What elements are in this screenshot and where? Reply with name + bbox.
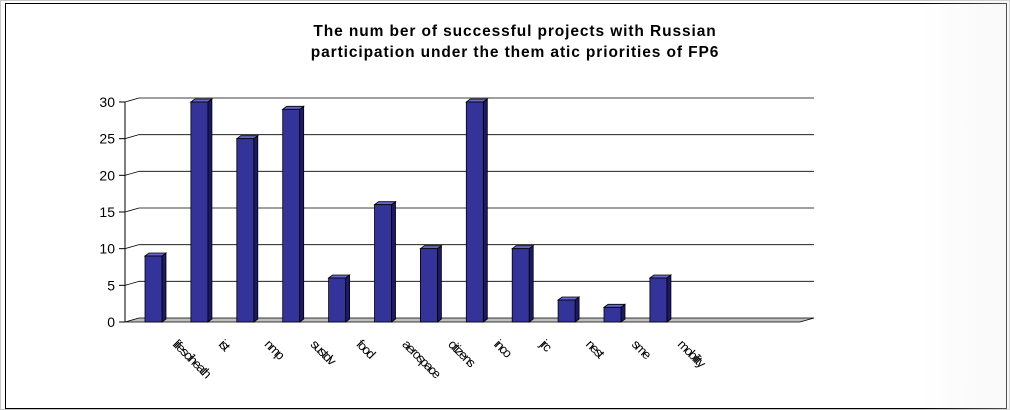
x-tick-label: sustdv <box>308 337 340 369</box>
bar-top <box>235 135 259 140</box>
bar <box>281 105 305 323</box>
bar-side <box>345 274 351 323</box>
y-tick-label: 20 <box>99 167 115 183</box>
bar-front <box>328 277 347 323</box>
bar-front <box>603 306 622 323</box>
x-axis-labels: lifesciheath ist nmp sustdv food aerospace cit… <box>170 336 710 382</box>
bar <box>235 134 259 323</box>
x-tick-label: mobility <box>675 337 710 372</box>
x-tick-label: nest <box>583 337 608 362</box>
bar-side <box>482 98 488 323</box>
bar <box>419 244 443 323</box>
chart-title: The num ber of successful projects with … <box>311 23 719 61</box>
gridline-depth <box>124 134 140 140</box>
bar-top <box>602 303 627 308</box>
bar-top <box>373 201 397 206</box>
y-tick-label: 10 <box>99 241 115 257</box>
gridline-depth <box>124 207 140 213</box>
y-axis-ticks: 0 5 10 15 20 25 30 <box>99 94 125 330</box>
bar-front <box>649 277 668 323</box>
bar <box>465 98 489 323</box>
bar-front <box>236 138 255 323</box>
bar-top <box>556 296 581 301</box>
bar-side <box>161 252 167 323</box>
x-tick-label: jrc <box>536 336 555 355</box>
bar <box>189 98 214 323</box>
y-tick-label: 30 <box>99 94 115 110</box>
bar-side <box>207 98 213 323</box>
x-tick-label: aerospace <box>399 337 444 382</box>
bar-top <box>143 252 168 257</box>
y-tick-label: 25 <box>99 131 115 147</box>
gridline-depth <box>124 170 140 176</box>
bar-front <box>374 204 392 323</box>
y-tick-label: 5 <box>107 277 115 293</box>
x-tick-label: food <box>353 337 378 362</box>
bar <box>602 303 627 323</box>
gridline-depth <box>124 280 140 286</box>
bar-front <box>190 101 209 323</box>
chart-title-line-1: The num ber of successful projects with … <box>313 23 716 40</box>
bar-front <box>144 255 163 323</box>
x-tick-label: citizens <box>445 337 479 371</box>
y-tick-label: 15 <box>99 204 115 220</box>
x-tick-label: ist <box>216 337 234 355</box>
x-tick-label: inco <box>491 337 515 361</box>
bar-side <box>299 105 305 323</box>
chart-title-line-2: participation under the them atic priori… <box>311 44 719 61</box>
bar-top <box>281 105 305 110</box>
bar-side <box>436 244 442 323</box>
x-tick-label: nmp <box>262 337 288 363</box>
chart-area <box>5 3 1007 409</box>
gridline-depth <box>124 244 140 250</box>
bar-front <box>282 108 301 323</box>
bar-side <box>528 244 534 323</box>
bar-top <box>511 245 535 250</box>
x-tick-label: sme <box>629 337 655 363</box>
gridline-depth <box>124 97 140 103</box>
bar-top <box>465 98 489 103</box>
y-tick-label: 0 <box>107 314 115 330</box>
bar <box>556 296 581 323</box>
bar-side <box>666 274 672 323</box>
bar-side <box>574 296 580 323</box>
bar-side <box>391 200 396 323</box>
bars <box>143 98 673 323</box>
bar-side <box>253 134 259 323</box>
bar <box>648 274 673 323</box>
bar-front <box>557 299 576 323</box>
x-tick-label: lifesciheath <box>170 337 215 382</box>
bar <box>143 252 168 323</box>
bar-front <box>419 248 438 323</box>
bar-top <box>327 274 351 279</box>
bar <box>511 244 535 323</box>
bar-top <box>648 274 673 279</box>
bar-top <box>189 98 214 103</box>
bar <box>373 200 397 323</box>
bar-top <box>419 245 443 250</box>
bar <box>327 274 351 323</box>
bar-front <box>511 248 530 323</box>
bar-front <box>465 101 484 323</box>
